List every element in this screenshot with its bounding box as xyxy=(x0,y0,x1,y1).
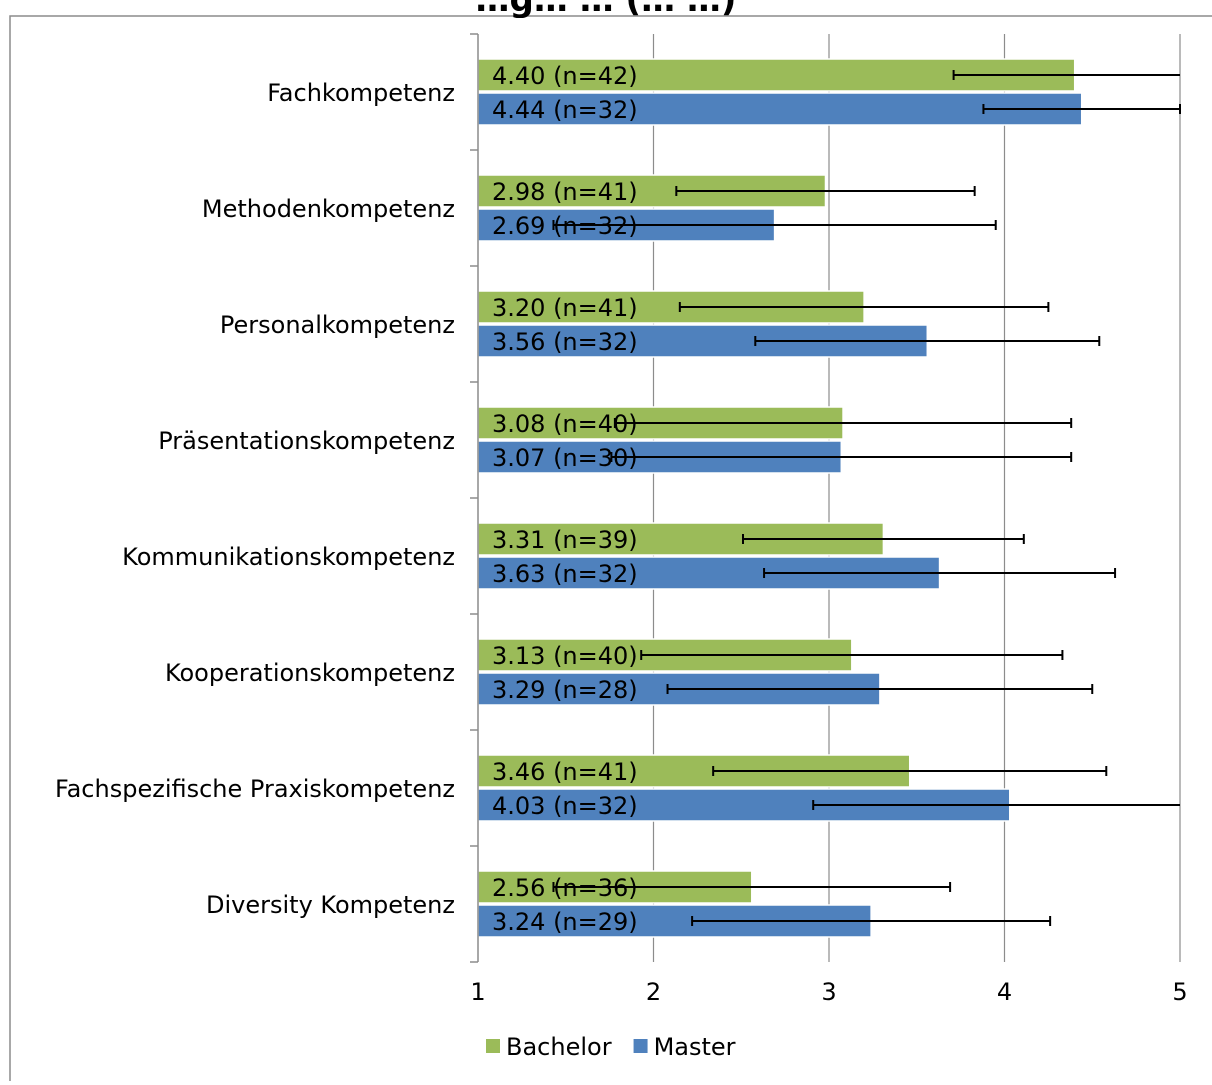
x-tick-label: 3 xyxy=(821,978,836,1006)
data-label: 3.13 (n=40) xyxy=(492,642,638,670)
data-label: 4.03 (n=32) xyxy=(492,792,638,820)
error-bars xyxy=(552,70,1181,926)
chart-title: …g… … (… …) xyxy=(0,0,1212,18)
gridlines xyxy=(652,34,1181,962)
data-label: 2.69 (n=32) xyxy=(492,212,638,240)
category-label: Fachspezifische Praxiskompetenz xyxy=(55,775,455,803)
chart-border xyxy=(9,15,1212,1085)
x-tick-label: 4 xyxy=(997,978,1012,1006)
data-label: 3.31 (n=39) xyxy=(492,526,638,554)
x-tick-label: 2 xyxy=(646,978,661,1006)
data-label: 2.98 (n=41) xyxy=(492,178,638,206)
data-label: 3.29 (n=28) xyxy=(492,676,638,704)
data-label: 3.20 (n=41) xyxy=(492,294,638,322)
data-label: 4.40 (n=42) xyxy=(492,62,638,90)
data-label: 3.24 (n=29) xyxy=(492,908,638,936)
category-label: Kommunikationskompetenz xyxy=(122,543,455,571)
legend-swatch-bachelor xyxy=(486,1039,500,1053)
category-label: Kooperationskompetenz xyxy=(165,659,455,687)
legend-label: Master xyxy=(654,1033,736,1061)
legend-label: Bachelor xyxy=(506,1033,612,1061)
legend-swatch-master xyxy=(633,1039,648,1053)
data-label: 3.56 (n=32) xyxy=(492,328,638,356)
category-label: Präsentationskompetenz xyxy=(158,427,455,455)
category-label: Fachkompetenz xyxy=(267,79,455,107)
data-label: 4.44 (n=32) xyxy=(492,96,638,124)
axes: 1 2 3 4 5 Fachkompetenz Methodenkompetenz Perso… xyxy=(55,33,1188,1006)
category-label: Diversity Kompetenz xyxy=(206,891,455,919)
x-tick-label: 5 xyxy=(1172,978,1187,1006)
data-label: 3.46 (n=41) xyxy=(492,758,638,786)
category-label: Personalkompetenz xyxy=(220,311,455,339)
data-label: 3.63 (n=32) xyxy=(492,560,638,588)
data-label: 3.08 (n=40) xyxy=(492,410,638,438)
data-label: 3.07 (n=30) xyxy=(492,444,638,472)
data-label: 2.56 (n=36) xyxy=(492,874,638,902)
legend: Bachelor Master xyxy=(486,1033,736,1061)
x-tick-label: 1 xyxy=(470,978,485,1006)
category-label: Methodenkompetenz xyxy=(202,195,455,223)
data-labels: 4.40 (n=42) 4.44 (n=32) 2.98 (n=41) 2.69 (n… xyxy=(492,62,638,936)
